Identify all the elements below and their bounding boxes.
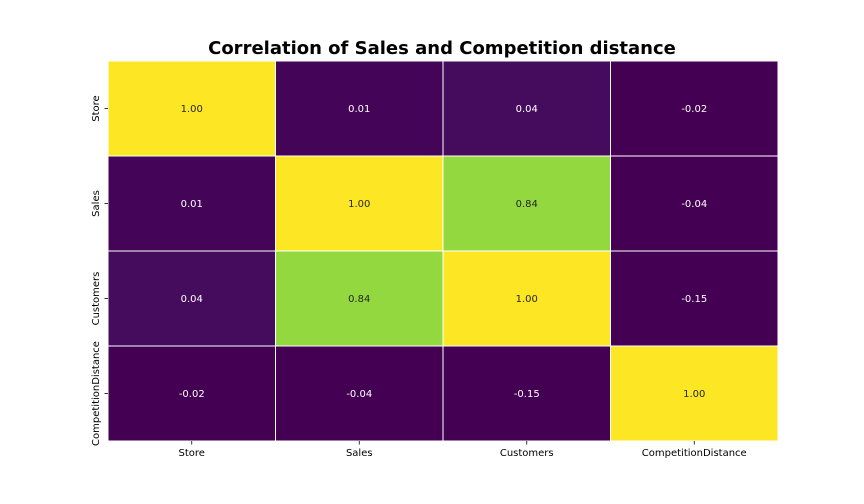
cell-value-label: 0.84	[516, 199, 538, 210]
x-tick-label: Customers	[500, 448, 554, 459]
cell-value-label: -0.04	[346, 389, 372, 400]
cell-value-label: 0.01	[348, 104, 370, 115]
cell-value-label: -0.15	[681, 294, 707, 305]
heatmap-cell-1-0	[107, 155, 276, 252]
heatmap-cell-0-1	[275, 60, 444, 157]
cell-value-label: 1.00	[683, 389, 705, 400]
x-tick-label: Store	[179, 448, 205, 459]
heatmap-cell-0-2	[442, 60, 611, 157]
cell-value-label: 0.04	[516, 104, 538, 115]
heatmap-cell-3-1	[275, 345, 444, 442]
y-tick-label: Customers	[91, 272, 102, 326]
heatmap-cell-3-2	[442, 345, 611, 442]
x-tick-label: CompetitionDistance	[642, 448, 747, 459]
cell-value-label: -0.15	[514, 389, 540, 400]
heatmap-cell-2-3	[610, 250, 779, 347]
cell-value-label: 1.00	[516, 294, 538, 305]
x-tick-label: Sales	[346, 448, 373, 459]
cell-value-label: -0.02	[681, 104, 707, 115]
cell-value-label: 1.00	[181, 104, 203, 115]
y-tick-label: CompetitionDistance	[91, 341, 102, 446]
heatmap-cell-0-3	[610, 60, 779, 157]
heatmap-cell-1-3	[610, 155, 779, 252]
heatmap-cell-1-1	[275, 155, 444, 252]
y-tick-label: Sales	[91, 190, 102, 217]
cell-labels: 1.00 0.01 0.04 -0.02 0.01 1.00 0.84 -0.04 0.04 0.…	[179, 104, 707, 400]
heatmap-cell-2-1	[275, 250, 444, 347]
heatmap-cell-3-0	[107, 345, 276, 442]
y-axis-ticks: Store Sales Customers CompetitionDistance	[91, 95, 108, 446]
cell-value-label: 0.04	[181, 294, 203, 305]
cell-value-label: 0.01	[181, 199, 203, 210]
heatmap-cells	[107, 60, 779, 442]
cell-value-label: 0.84	[348, 294, 370, 305]
y-tick-label: Store	[91, 95, 102, 121]
cell-value-label: -0.02	[179, 389, 205, 400]
x-axis-ticks: Store Sales Customers CompetitionDistance	[179, 441, 747, 459]
heatmap-cell-0-0	[107, 60, 276, 157]
chart-title: Correlation of Sales and Competition dis…	[208, 38, 676, 59]
heatmap-cell-3-3	[610, 345, 779, 442]
cell-value-label: -0.04	[681, 199, 707, 210]
cell-value-label: 1.00	[348, 199, 370, 210]
